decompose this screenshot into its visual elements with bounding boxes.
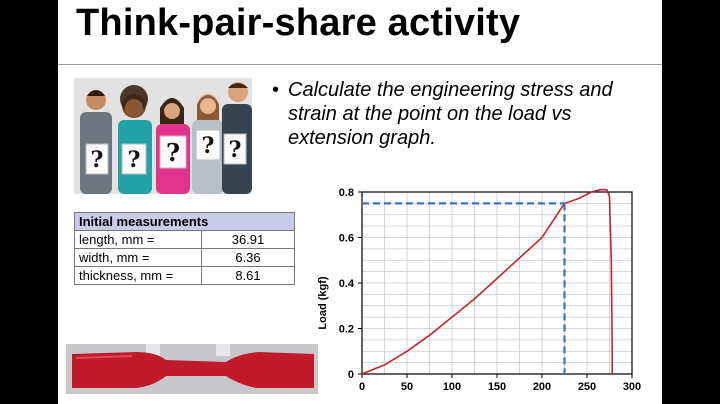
x-tick-label: 0 [359, 381, 365, 393]
row-label-thickness: thickness, mm = [74, 266, 202, 285]
table-row: width, mm = 6.36 [74, 248, 295, 267]
x-tick-label: 150 [488, 381, 506, 393]
question-mark-4: ? [202, 133, 215, 159]
measurements-table: Initial measurements length, mm = 36.91 … [74, 212, 295, 285]
table-header-row: Initial measurements [74, 212, 295, 231]
chart-svg: 0 50 100 150 200 250 300 0 0.2 0.4 0.6 0.8 Load (kg… [317, 187, 641, 393]
load-extension-curve [361, 188, 613, 375]
bullet-symbol: • [272, 79, 280, 101]
x-tick-label: 100 [443, 381, 461, 393]
tensile-specimen-photo [66, 344, 318, 394]
y-tick-label: 0.8 [339, 187, 354, 199]
question-mark-2: ? [128, 147, 141, 173]
slide: Think-pair-share activity [58, 0, 662, 404]
specimen-illustration [66, 344, 318, 394]
row-label-width: width, mm = [74, 248, 202, 267]
students-illustration: ? ? ? ? ? [74, 78, 252, 194]
table-header: Initial measurements [74, 212, 295, 231]
x-tick-label: 50 [401, 381, 413, 393]
y-tick-label: 0.4 [339, 278, 355, 290]
x-tick-label: 250 [578, 381, 596, 393]
y-tick-label: 0.6 [339, 233, 354, 245]
slide-title: Think-pair-share activity [76, 2, 521, 44]
x-tick-label: 300 [623, 381, 641, 393]
question-mark-5: ? [229, 137, 242, 163]
question-mark-3: ? [166, 138, 180, 167]
y-axis-label: Load (kgf) [317, 276, 329, 329]
y-tick-label: 0 [348, 369, 354, 381]
x-tick-label: 200 [533, 381, 551, 393]
row-value-width: 6.36 [201, 248, 295, 267]
students-photo: ? ? ? ? ? [74, 78, 252, 194]
title-divider [58, 64, 662, 65]
load-extension-chart: 0 50 100 150 200 250 300 0 0.2 0.4 0.6 0.8 Load (kg… [312, 178, 652, 404]
table-row: length, mm = 36.91 [74, 230, 295, 249]
row-value-thickness: 8.61 [201, 266, 295, 285]
question-mark-1: ? [91, 147, 104, 173]
bullet-text: Calculate the engineering stress and str… [288, 79, 613, 149]
row-label-length: length, mm = [74, 230, 202, 249]
table-row: thickness, mm = 8.61 [74, 266, 295, 285]
y-tick-label: 0.2 [339, 324, 354, 336]
row-value-length: 36.91 [201, 230, 295, 249]
